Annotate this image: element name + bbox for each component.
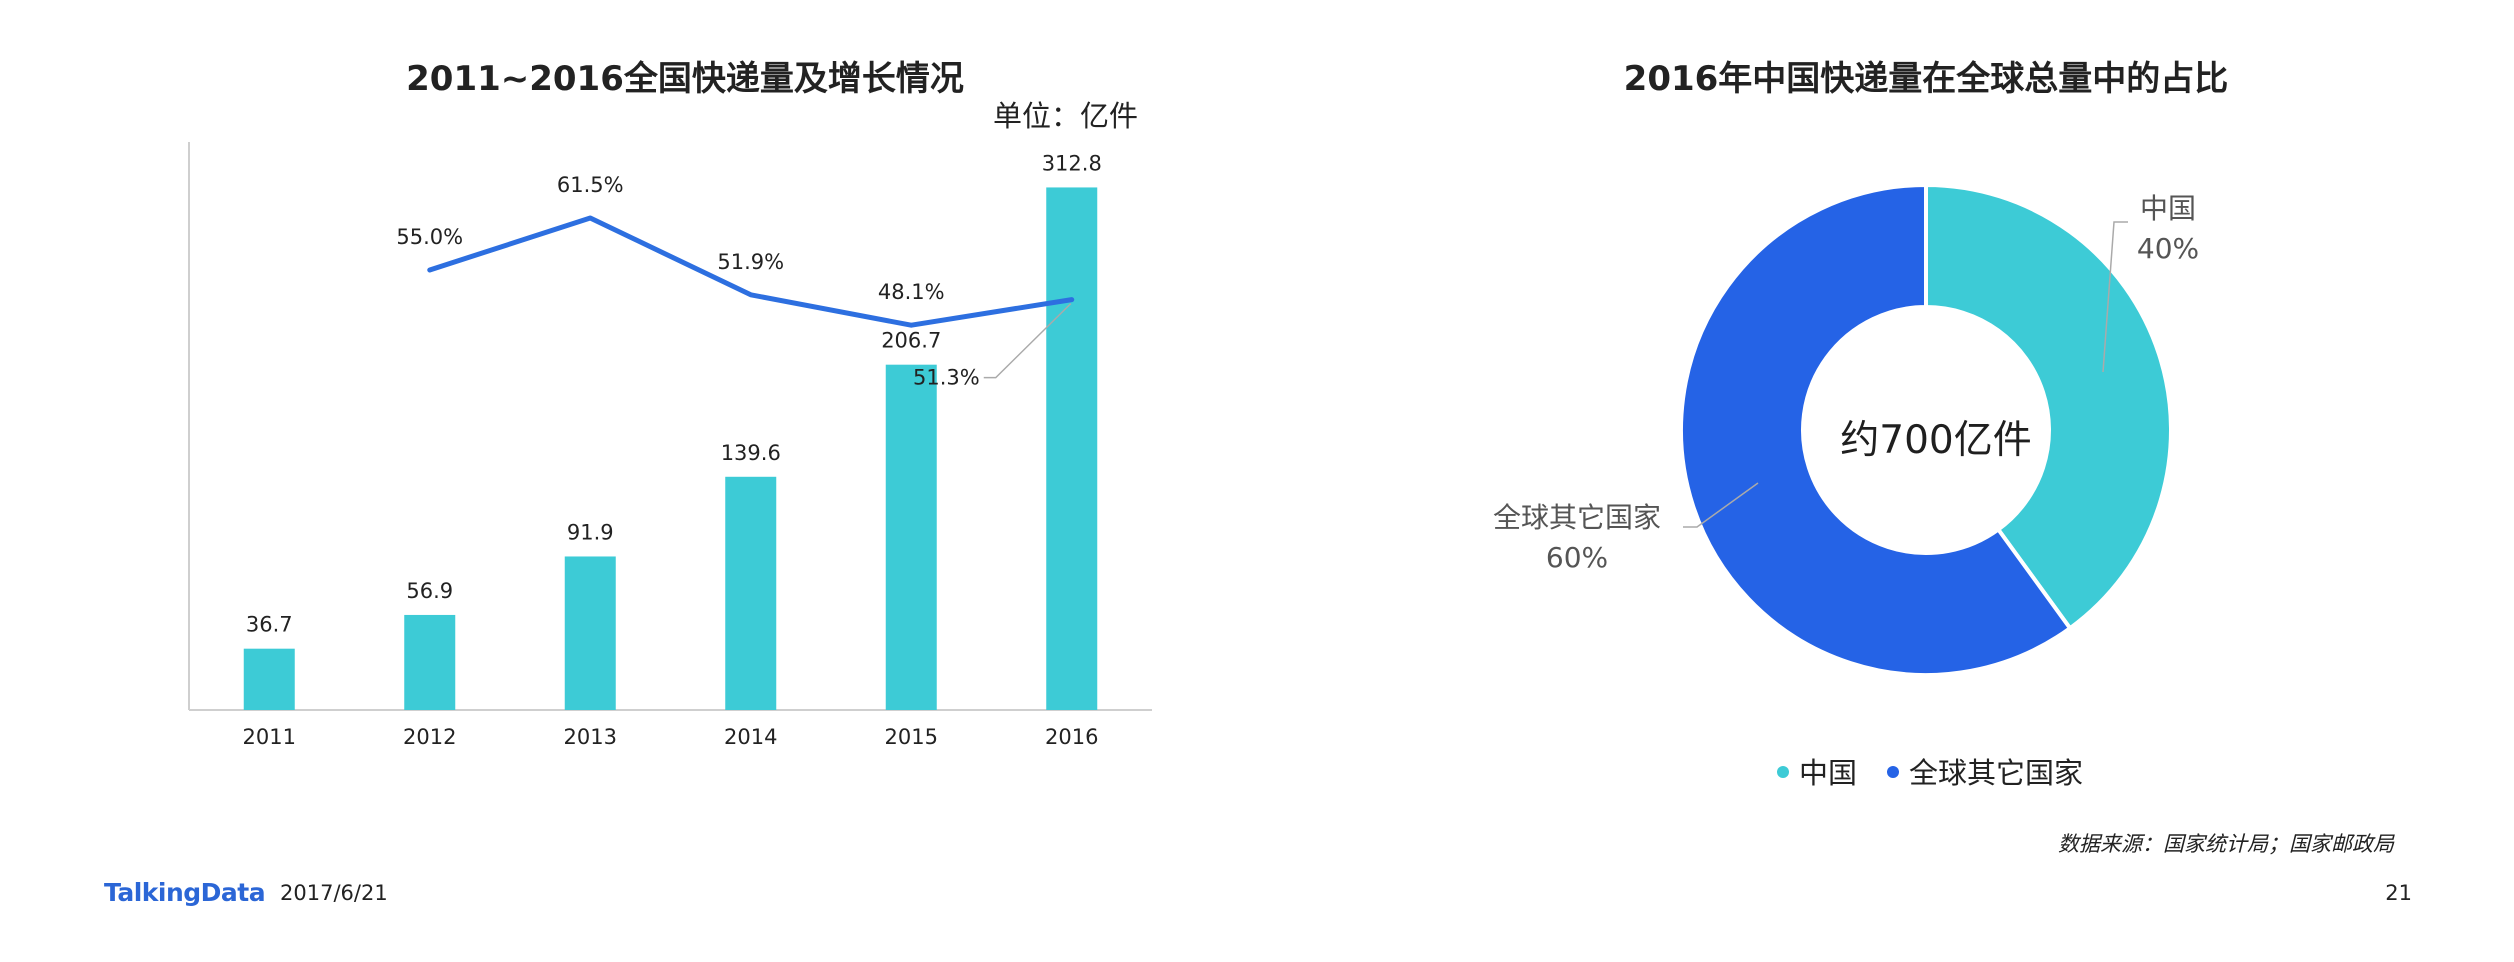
donut-center-label: 约700亿件: [1840, 418, 2031, 463]
donut-legend: 中国 全球其它国家: [1777, 756, 2083, 790]
bar-2012: [404, 614, 456, 710]
bar-value-label: 91.9: [567, 520, 614, 544]
legend-dot: [1777, 766, 1789, 778]
bar-value-label: 139.6: [721, 441, 781, 465]
growth-rate-label: 48.1%: [878, 280, 945, 304]
slice-label-leader: [1683, 482, 1759, 528]
bar-2013: [564, 556, 616, 710]
growth-line-layer: 55.0% 61.5% 51.9% 48.1% 51.3%: [396, 173, 1075, 390]
bar-value-label: 312.8: [1042, 151, 1102, 175]
unit-label: 单位：亿件: [993, 99, 1138, 133]
growth-rate-label: 55.0%: [396, 225, 463, 249]
x-tick-label: 2014: [724, 725, 777, 749]
slice-name-label: 全球其它国家: [1493, 501, 1661, 534]
bar-value-label: 36.7: [246, 613, 293, 637]
slice-label-leader: [2102, 221, 2128, 373]
growth-rate-label: 51.3%: [913, 366, 980, 390]
donut-layer: 中国 40% 全球其它国家 60%: [1493, 182, 2199, 677]
growth-label-leader: [983, 303, 1072, 379]
slice-name-label: 中国: [2140, 192, 2196, 225]
x-tick-label: 2013: [564, 725, 617, 749]
bars-layer: 36.7 2011 56.9 2012 91.9 2013 139.6 2014 206.7 20…: [243, 151, 1102, 749]
bar-2011: [243, 648, 295, 710]
legend-item-label: 全球其它国家: [1909, 756, 2083, 790]
bar-2016: [1046, 187, 1098, 710]
donut-chart: 2016年中国快递量在全球总量中的占比 中国 40% 全球其它国家 60% 约700亿…: [1493, 59, 2228, 790]
donut-slice-0: [1924, 182, 2174, 632]
bar-2015: [885, 364, 937, 710]
bar-value-label: 56.9: [406, 579, 453, 603]
legend-item-label: 中国: [1799, 756, 1857, 790]
slice-percent-label: 60%: [1546, 541, 1608, 574]
footer-date: 2017/6/21: [280, 881, 388, 905]
bar-line-chart: 2011~2016全国快递量及增长情况 单位：亿件 36.7 2011 56.9 20…: [188, 59, 1152, 749]
donut-chart-title: 2016年中国快递量在全球总量中的占比: [1624, 59, 2229, 99]
talkingdata-logo: TalkingData: [104, 878, 266, 907]
x-tick-label: 2011: [243, 725, 296, 749]
page-number: 21: [2385, 881, 2412, 905]
source-note: 数据来源：国家统计局；国家邮政局: [2058, 832, 2394, 856]
x-tick-label: 2016: [1045, 725, 1098, 749]
bar-2014: [725, 476, 777, 710]
bar-chart-title: 2011~2016全国快递量及增长情况: [406, 59, 964, 99]
bar-value-label: 206.7: [881, 329, 941, 353]
slice-percent-label: 40%: [2137, 232, 2199, 265]
growth-rate-label: 61.5%: [557, 173, 624, 197]
donut-slice-1: [1679, 182, 2073, 677]
x-tick-label: 2015: [885, 725, 938, 749]
growth-rate-label: 51.9%: [717, 250, 784, 274]
x-tick-label: 2012: [403, 725, 456, 749]
legend-dot: [1887, 766, 1899, 778]
growth-rate-line: [427, 215, 1075, 328]
